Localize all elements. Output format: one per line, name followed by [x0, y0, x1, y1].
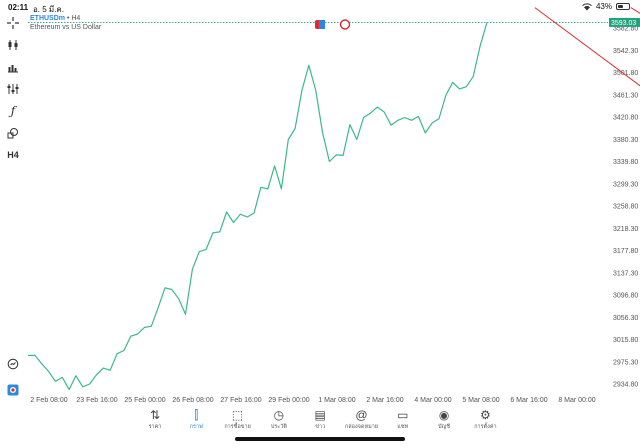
trade-level-buttons[interactable] — [315, 19, 351, 30]
left-toolbar: ƒ H4 — [0, 12, 26, 402]
time-tick-label: 25 Feb 00:00 — [124, 397, 165, 404]
battery-percent: 43% — [595, 2, 612, 11]
nav-item[interactable]: ⫿ กราฟ — [174, 407, 218, 431]
nav-item[interactable]: @ กล่องจดหมาย — [340, 407, 384, 431]
price-tick-label: 2934.80 — [613, 382, 638, 389]
price-tick-label: 3177.80 — [613, 248, 638, 255]
price-tick-label: 3582.80 — [613, 26, 638, 33]
nav-item[interactable]: ◷ ประวัติ — [257, 407, 301, 431]
price-tick-label: 3056.30 — [613, 315, 638, 322]
broker-logo-icon[interactable] — [5, 382, 21, 398]
chart-description: Ethereum vs US Dollar — [30, 24, 102, 31]
nav-item[interactable]: ▭ แชท — [381, 407, 425, 431]
status-date: อ. 5 มี.ค. — [33, 5, 64, 14]
price-tick-label: 3461.30 — [613, 92, 638, 99]
arrows-updown-icon: ⇅ — [149, 408, 161, 422]
wifi-icon — [582, 2, 592, 10]
status-bar: 02:11 อ. 5 มี.ค. 43% — [0, 0, 640, 14]
time-axis: 2 Feb 08:00 23 Feb 16:00 25 Feb 00:00 26 Fe… — [30, 397, 595, 404]
price-tick-label: 3096.80 — [613, 293, 638, 300]
nav-item[interactable]: ◉ บัญชี — [422, 407, 466, 431]
zoom-search-icon[interactable] — [5, 356, 21, 372]
timeframe-icon[interactable]: H4 — [7, 150, 19, 160]
price-tick-label: 3380.30 — [613, 137, 638, 144]
nav-item-label: การซื้อขาย — [224, 424, 251, 430]
price-axis: 3582.80 3542.30 3501.80 3461.30 3420.80 3380.… — [613, 26, 638, 389]
nav-item-label: ประวัติ — [270, 424, 287, 430]
indicators-icon[interactable] — [5, 81, 21, 97]
price-tick-label: 3015.80 — [613, 337, 638, 344]
objects-icon[interactable] — [5, 125, 21, 141]
time-tick-label: 2 Mar 16:00 — [366, 397, 403, 404]
nav-item-label: กราฟ — [189, 424, 203, 430]
price-tick-label: 3420.80 — [613, 115, 638, 122]
nav-item-label: แชท — [397, 424, 409, 430]
price-tick-label: 3339.80 — [613, 159, 638, 166]
status-right: 43% — [582, 2, 630, 11]
time-tick-label: 2 Feb 08:00 — [30, 397, 67, 404]
home-indicator — [235, 437, 405, 441]
nav-item[interactable]: ⇅ ราคา — [133, 407, 177, 431]
price-tick-label: 3218.30 — [613, 226, 638, 233]
history-icon: ◷ — [273, 408, 285, 422]
trade-chart-icon: ⬚ — [231, 408, 244, 422]
time-tick-label: 26 Feb 08:00 — [172, 397, 213, 404]
price-chart[interactable]: 3582.80 3542.30 3501.80 3461.30 3420.80 3380.… — [0, 0, 640, 405]
alert-marker-icon[interactable] — [339, 19, 351, 30]
time-tick-label: 5 Mar 08:00 — [462, 397, 499, 404]
current-price-value: 3593.03 — [611, 20, 636, 27]
price-tick-label: 3501.80 — [613, 70, 638, 77]
price-tick-label: 3137.30 — [613, 270, 638, 277]
news-icon: ▤ — [314, 408, 326, 422]
time-tick-label: 6 Mar 16:00 — [510, 397, 547, 404]
price-line-series — [28, 22, 488, 391]
price-tick-label: 3542.30 — [613, 48, 638, 55]
current-price-tag: 3593.03 — [609, 17, 640, 27]
chart-symbol[interactable]: ETHUSDm — [30, 15, 66, 22]
nav-item-label: การตั้งค่า — [474, 424, 497, 430]
battery-icon — [616, 3, 630, 10]
time-tick-label: 8 Mar 00:00 — [558, 397, 595, 404]
nav-item[interactable]: ⚙ การตั้งค่า — [463, 407, 507, 431]
nav-item[interactable]: ▤ ข่าว — [298, 407, 342, 431]
nav-item[interactable]: ⬚ การซื้อขาย — [216, 407, 260, 431]
bar-chart-icon[interactable] — [5, 59, 21, 75]
current-price-tag — [609, 17, 640, 27]
nav-item-label: ข่าว — [315, 424, 326, 430]
function-icon[interactable]: ƒ — [10, 104, 16, 118]
candlestick-icon[interactable] — [5, 37, 21, 53]
price-tick-label: 2975.30 — [613, 359, 638, 366]
nav-item-label: กล่องจดหมาย — [344, 424, 379, 430]
buy-level-icon[interactable] — [319, 20, 325, 29]
time-tick-label: 1 Mar 08:00 — [318, 397, 355, 404]
nav-item-label: ราคา — [148, 424, 162, 430]
account-icon: ◉ — [438, 408, 450, 422]
trendline[interactable] — [534, 7, 640, 181]
chart-timeframe: H4 — [71, 15, 81, 22]
status-time: 02:11 — [8, 3, 29, 12]
settings-icon: ⚙ — [480, 408, 491, 422]
time-tick-label: 23 Feb 16:00 — [76, 397, 117, 404]
crosshair-icon[interactable] — [5, 15, 21, 31]
mailbox-icon: @ — [355, 408, 368, 422]
price-tick-label: 3299.30 — [613, 181, 638, 188]
nav-item-label: บัญชี — [438, 424, 451, 430]
time-tick-label: 27 Feb 16:00 — [220, 397, 261, 404]
candlestick-icon: ⫿ — [194, 408, 199, 422]
price-tick-label: 3258.80 — [613, 204, 638, 211]
chart-header: ETHUSDm • H4 Ethereum vs US Dollar — [30, 15, 102, 31]
time-tick-label: 29 Feb 00:00 — [268, 397, 309, 404]
chat-icon: ▭ — [397, 408, 409, 422]
time-tick-label: 4 Mar 00:00 — [414, 397, 451, 404]
